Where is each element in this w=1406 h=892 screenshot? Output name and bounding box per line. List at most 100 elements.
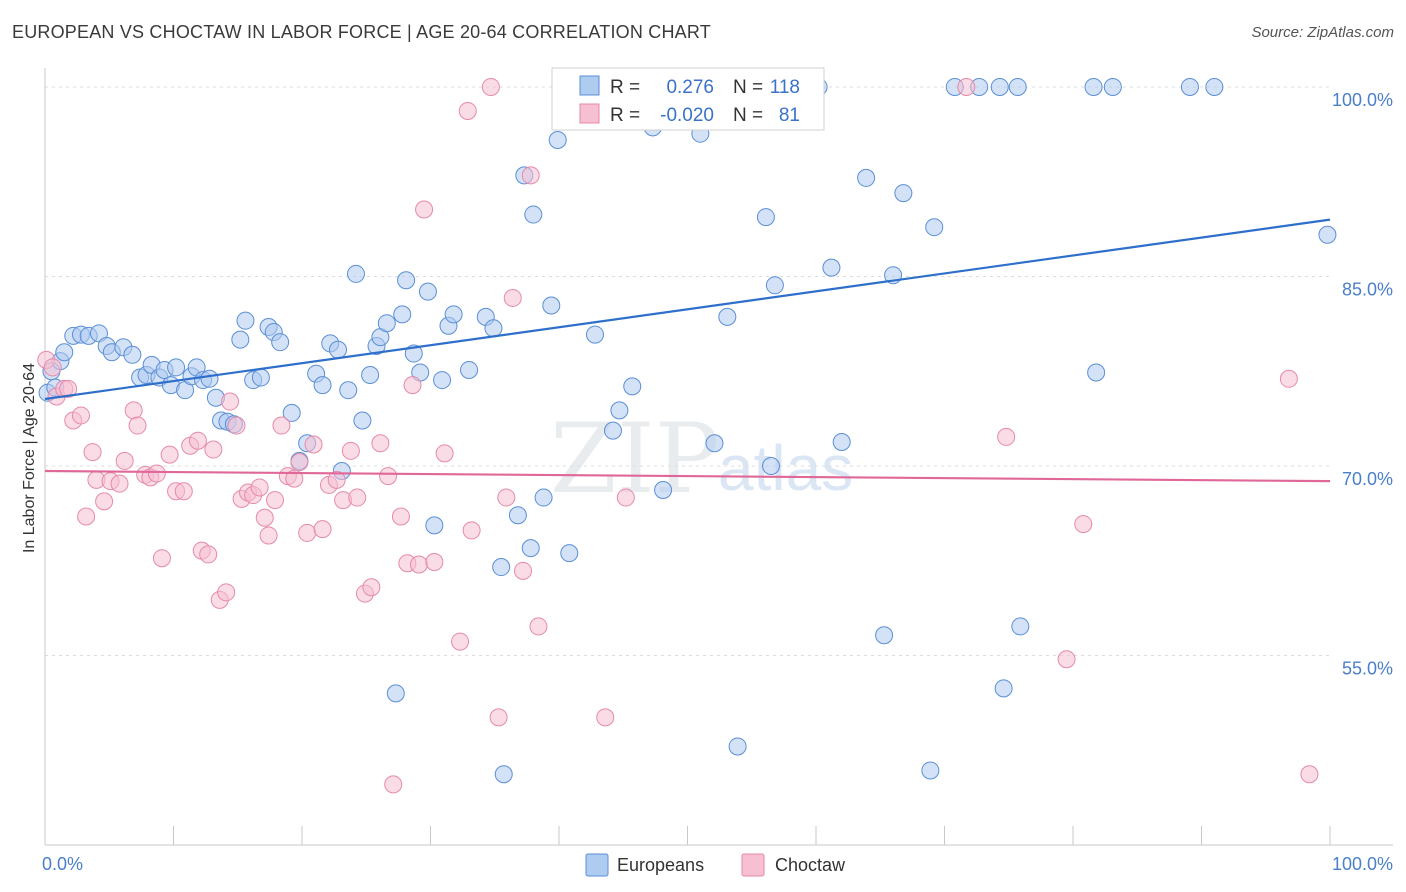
europeans-point-68: [521, 539, 540, 558]
europeans-point-69: [524, 205, 543, 224]
choctaw-point-45: [313, 520, 332, 539]
choctaw-point-64: [458, 101, 477, 120]
europeans-point-114: [1180, 77, 1199, 96]
choctaw-point-53: [371, 434, 390, 453]
choctaw-point-72: [529, 617, 548, 636]
stats-n-value-1: 118: [770, 77, 800, 98]
legend-label-europeans[interactable]: Europeans: [617, 855, 704, 875]
europeans-point-44: [339, 381, 358, 400]
europeans-point-61: [460, 360, 479, 379]
choctaw-point-47: [327, 470, 346, 489]
choctaw-point-43: [298, 523, 317, 542]
europeans-point-115: [1205, 77, 1224, 96]
trend-lines: [44, 218, 1331, 483]
choctaw-point-55: [384, 775, 403, 794]
stats-r-value-1: 0.276: [666, 77, 714, 98]
europeans-point-40: [313, 376, 332, 395]
europeans-point-116: [1318, 225, 1337, 244]
europeans-point-89: [728, 737, 747, 756]
x-tick-label-left: 0.0%: [42, 854, 83, 874]
choctaw-point-78: [1074, 515, 1093, 534]
choctaw-point-71: [521, 166, 540, 185]
choctaw-point-15: [128, 416, 147, 435]
choctaw-point-49: [341, 441, 360, 460]
legend-label-choctaw[interactable]: Choctaw: [775, 855, 846, 875]
stats-r-label-2: R =: [610, 105, 640, 126]
choctaw-points: [37, 77, 1319, 794]
choctaw-point-10: [95, 492, 114, 511]
choctaw-point-41: [285, 469, 304, 488]
choctaw-point-1: [43, 358, 62, 377]
europeans-point-92: [762, 456, 781, 475]
choctaw-point-76: [997, 427, 1016, 446]
stats-swatch-choctaw: [579, 103, 600, 124]
europeans-point-103: [921, 761, 940, 780]
watermark-atlas: atlas: [718, 432, 853, 504]
choctaw-point-54: [379, 467, 398, 486]
europeans-point-100: [875, 626, 894, 645]
choctaw-point-12: [110, 474, 129, 493]
choctaw-point-6: [71, 406, 90, 425]
europeans-point-42: [328, 340, 347, 359]
choctaw-point-31: [227, 416, 246, 435]
europeans-point-50: [377, 314, 396, 333]
choctaw-point-30: [221, 392, 240, 411]
stats-r-label-1: R =: [610, 77, 640, 98]
europeans-point-57: [425, 516, 444, 535]
europeans-point-76: [585, 325, 604, 344]
choctaw-point-19: [152, 549, 171, 568]
europeans-point-35: [271, 333, 290, 352]
europeans-point-65: [494, 765, 513, 784]
choctaw-point-68: [497, 488, 516, 507]
y-tick-labels: 100.0% 85.0% 70.0% 55.0%: [1332, 90, 1393, 679]
choctaw-point-14: [124, 401, 143, 420]
europeans-point-86: [705, 434, 724, 453]
europeans-point-45: [346, 264, 365, 283]
legend-swatch-europeans[interactable]: [585, 853, 609, 877]
europeans-point-78: [610, 401, 629, 420]
europeans-point-60: [444, 305, 463, 324]
choctaw-point-26: [199, 545, 218, 564]
choctaw-point-37: [259, 526, 278, 545]
stats-r-value-2: -0.020: [660, 105, 714, 126]
choctaw-trend-line: [44, 469, 1331, 483]
y-tick-label-1: 85.0%: [1342, 279, 1393, 299]
europeans-point-58: [433, 371, 452, 390]
stats-swatch-europeans: [579, 75, 600, 96]
europeans-point-88: [718, 307, 737, 326]
europeans-point-74: [560, 544, 579, 563]
europeans-point-82: [654, 480, 673, 499]
choctaw-point-79: [1279, 369, 1298, 388]
europeans-point-47: [361, 366, 380, 385]
europeans-point-111: [1084, 77, 1103, 96]
legend-swatch-choctaw[interactable]: [741, 853, 765, 877]
europeans-point-102: [894, 184, 913, 203]
choctaw-point-65: [462, 521, 481, 540]
europeans-point-98: [832, 432, 851, 451]
choctaw-point-29: [217, 583, 236, 602]
choctaw-point-20: [160, 445, 179, 464]
stats-n-value-2: 81: [779, 105, 800, 126]
europeans-point-66: [508, 506, 527, 525]
europeans-point-91: [756, 208, 775, 227]
europeans-point-97: [822, 258, 841, 277]
stats-n-label-2: N =: [733, 105, 763, 126]
choctaw-point-70: [514, 561, 533, 580]
europeans-point-54: [404, 344, 423, 363]
europeans-point-56: [418, 282, 437, 301]
europeans-point-46: [353, 411, 372, 430]
y-tick-label-0: 100.0%: [1332, 90, 1393, 110]
europeans-point-93: [765, 276, 784, 295]
europeans-point-112: [1087, 363, 1106, 382]
choctaw-point-38: [266, 491, 285, 510]
europeans-trend-line: [44, 218, 1331, 401]
choctaw-point-24: [188, 431, 207, 450]
choctaw-point-44: [304, 435, 323, 454]
bottom-legend: Europeans Choctaw: [585, 853, 846, 877]
europeans-point-36: [282, 403, 301, 422]
choctaw-point-67: [489, 708, 508, 727]
source-label: Source: ZipAtlas.com: [1251, 24, 1394, 41]
choctaw-point-39: [272, 416, 291, 435]
choctaw-point-50: [348, 488, 367, 507]
